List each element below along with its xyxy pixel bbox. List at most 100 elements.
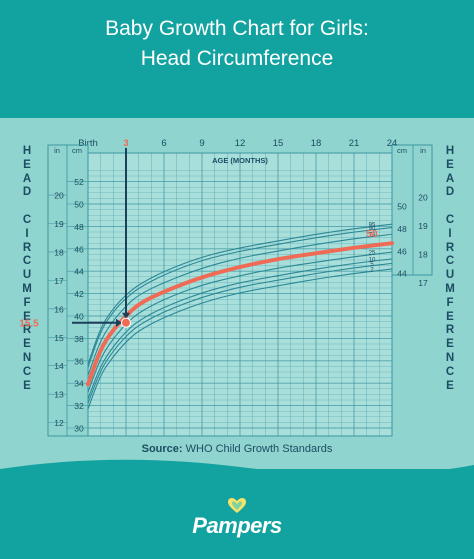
side-label-letter: C (22, 213, 32, 226)
footer-band (0, 469, 474, 559)
side-label-letter: C (445, 255, 455, 268)
side-label-letter: H (445, 145, 455, 157)
left-scale-box (47, 144, 89, 437)
right-unit-cm: cm (397, 146, 407, 155)
side-label-letter: C (22, 255, 32, 268)
header-wave (0, 86, 474, 118)
side-label-letter: E (23, 338, 31, 351)
x-tick-label: 9 (199, 138, 204, 149)
chart-title-line1: Baby Growth Chart for Girls: (105, 17, 369, 40)
x-axis-label: AGE (MONTHS) (212, 156, 268, 165)
left-cm-label: 52 (74, 177, 84, 187)
side-label-letter: U (22, 269, 32, 282)
left-cm-label: 32 (74, 401, 84, 411)
side-label-letter: E (446, 310, 454, 323)
right-cm-label: 44 (397, 269, 407, 279)
percentile-label: 2 (370, 267, 374, 273)
side-label-letter: E (446, 338, 454, 351)
source-note: Source: WHO Child Growth Standards (0, 443, 474, 455)
percentile-label: 95 (369, 223, 376, 229)
x-tick-label: 18 (311, 138, 322, 149)
left-cm-label: 40 (74, 312, 84, 322)
side-label-letter: N (22, 351, 32, 364)
chart-title: Baby Growth Chart for Girls: Head Circum… (0, 14, 474, 74)
side-label-letter: I (448, 227, 452, 240)
side-label-letter: R (22, 324, 32, 337)
pampers-heart-icon (228, 498, 246, 513)
left-in-label: 13 (54, 390, 64, 400)
side-label-letter: F (446, 296, 454, 309)
right-cm-label: 50 (397, 202, 407, 212)
brand-logo: Pampers (192, 513, 282, 538)
highlight-label: 50 (366, 229, 378, 240)
side-label-letter: F (23, 296, 31, 309)
percentile-curve (87, 258, 393, 400)
side-label-letter: C (22, 365, 32, 378)
right-in-label: 20 (418, 193, 428, 203)
percentile-label: 75 (369, 233, 376, 239)
left-in-label: 20 (54, 191, 64, 201)
source-label: Source: (141, 443, 183, 455)
left-cm-label: 30 (74, 424, 84, 434)
left-in-label: 18 (54, 247, 64, 257)
side-label-letter: M (22, 282, 32, 295)
side-label-letter: R (22, 241, 32, 254)
left-unit-in: in (54, 146, 60, 155)
left-cm-label: 34 (74, 379, 84, 389)
x-tick-label: 6 (161, 138, 166, 149)
left-unit-cm: cm (72, 146, 82, 155)
percentile-curve (87, 233, 393, 376)
side-label-letter: C (445, 213, 455, 226)
left-cm-label: 36 (74, 356, 84, 366)
side-label-letter: A (22, 172, 32, 185)
left-cm-label: 38 (74, 334, 84, 344)
percentile-label: 25 (369, 251, 376, 257)
x-tick-label: 12 (235, 138, 246, 149)
side-label-letter: N (445, 351, 455, 364)
side-label-letter: M (445, 282, 455, 295)
left-cm-label: 50 (74, 200, 84, 210)
left-cm-label: 44 (74, 267, 84, 277)
side-label-letter: E (23, 310, 31, 323)
highlight-curve (86, 241, 394, 387)
side-label-letter: I (25, 227, 29, 240)
right-in-label: 17 (418, 278, 428, 288)
percentile-label: 90 (369, 226, 376, 232)
right-cm-label: 48 (397, 224, 407, 234)
right-scale-box (391, 144, 433, 276)
x-tick-label: Birth (78, 138, 98, 149)
left-cm-label: 46 (74, 244, 84, 254)
percentile-label: 10 (369, 257, 376, 263)
right-in-label: 19 (418, 221, 428, 231)
left-in-label: 12 (54, 418, 64, 428)
right-cm-label: 46 (397, 246, 407, 256)
x-tick-label: 24 (387, 138, 398, 149)
x-tick-label: 21 (349, 138, 360, 149)
left-in-label: 15 (54, 333, 64, 343)
side-label-letter: A (445, 172, 455, 185)
side-label-letter: E (23, 158, 31, 171)
percentile-curve (87, 262, 393, 404)
side-label-letter: E (446, 158, 454, 171)
marker-y-label: 15.5 (19, 319, 39, 330)
chart-title-line2: Head Circumference (140, 47, 334, 70)
percentile-curve (87, 223, 393, 365)
left-in-label: 17 (54, 276, 64, 286)
marker-h-arrow (116, 318, 122, 327)
left-in-label: 19 (54, 219, 64, 229)
left-in-label: 14 (54, 361, 64, 371)
x-tick-label: 3 (123, 138, 128, 149)
side-label-letter: U (445, 269, 455, 282)
side-label-letter: R (445, 324, 455, 337)
source-text: WHO Child Growth Standards (185, 443, 333, 455)
marker-point (121, 317, 131, 328)
side-label-letter: R (445, 241, 455, 254)
x-tick-label: 15 (273, 138, 284, 149)
right-in-label: 18 (418, 249, 428, 259)
percentile-curve (87, 251, 393, 393)
side-label-letter: C (445, 365, 455, 378)
percentile-curve (87, 268, 393, 410)
side-label-letter: E (446, 379, 454, 392)
